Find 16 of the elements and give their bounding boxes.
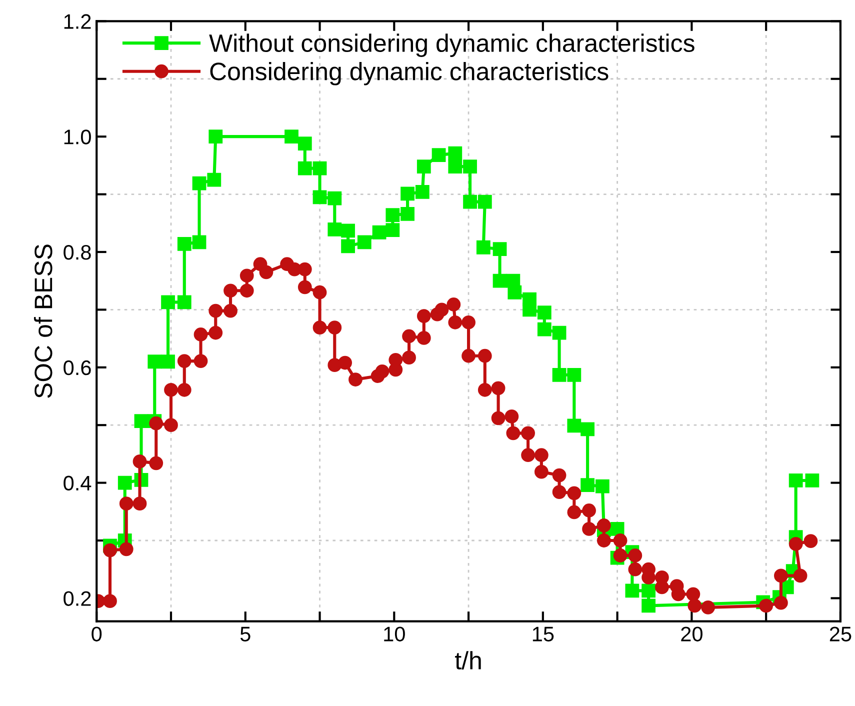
legend-label: Considering dynamic characteristics	[210, 62, 608, 86]
y-tick-label: 0.8	[64, 244, 91, 260]
legend-label: Without considering dynamic characteristics	[209, 34, 694, 57]
y-tick-label: 0.6	[64, 360, 91, 376]
x-tick-label: 20	[681, 626, 702, 642]
y-tick-label: 1.0	[64, 130, 91, 144]
x-tick-label: 25	[830, 626, 852, 642]
x-tick-label: 5	[240, 626, 250, 642]
x-tick-label: 15	[532, 626, 554, 642]
y-tick-label: 0.2	[64, 591, 91, 606]
y-tick-label: 0.4	[64, 476, 92, 491]
x-tick-label: 10	[384, 626, 405, 642]
y-axis-title: SOC of BESS	[34, 244, 52, 398]
x-tick-label: 0	[92, 626, 102, 642]
y-tick-label: 1.2	[64, 14, 91, 29]
x-axis-title: t/h	[455, 651, 481, 670]
